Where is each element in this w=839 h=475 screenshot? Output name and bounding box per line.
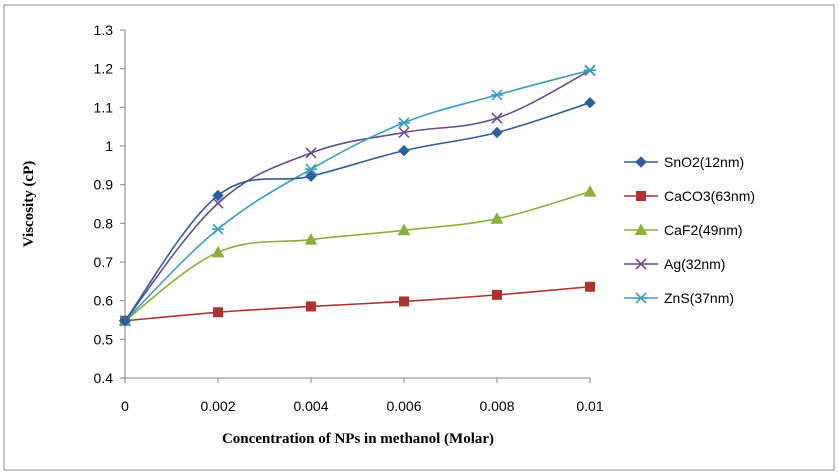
series-line <box>124 190 591 322</box>
series-ZnS(37nm) <box>119 64 596 327</box>
x-tick-label: 0.004 <box>293 398 328 414</box>
legend-x-marker <box>635 258 647 270</box>
star-marker <box>212 223 224 235</box>
legend-item: CaCO3(63nm) <box>624 188 755 204</box>
star-marker <box>305 163 317 175</box>
diamond-marker <box>119 315 131 327</box>
legend-item: ZnS(37nm) <box>624 290 734 306</box>
y-tick-label: 0.9 <box>94 177 114 193</box>
y-tick-label: 1.3 <box>94 22 114 38</box>
diamond-marker <box>491 126 503 139</box>
y-tick-label: 1.2 <box>94 61 114 77</box>
star-marker <box>491 89 503 101</box>
y-ticks: 0.4 0.5 0.6 0.7 0.8 0.9 1 1.1 1.2 1.3 <box>94 22 125 386</box>
y-tick-label: 0.6 <box>94 293 114 309</box>
series-layer <box>118 64 597 327</box>
x-tick-label: 0.008 <box>479 398 514 414</box>
x-ticks: 0 0.002 0.004 0.006 0.008 0.01 <box>121 378 604 414</box>
y-tick-label: 1.1 <box>94 99 114 115</box>
legend-label: CaCO3(63nm) <box>664 188 755 204</box>
x-tick-label: 0 <box>121 398 129 414</box>
triangle-marker <box>490 212 504 224</box>
y-tick-label: 0.7 <box>94 254 114 270</box>
triangle-marker <box>211 245 225 258</box>
series-line <box>124 69 591 322</box>
square-marker <box>306 301 316 312</box>
square-marker <box>399 296 409 307</box>
series-line <box>124 285 591 322</box>
x-tick-label: 0.006 <box>386 398 421 414</box>
legend-label: ZnS(37nm) <box>664 290 734 306</box>
diamond-marker <box>305 170 317 182</box>
y-tick-label: 1 <box>105 138 113 154</box>
x-marker <box>398 126 410 139</box>
y-tick-label: 0.4 <box>94 370 114 386</box>
y-tick-label: 0.5 <box>94 331 114 347</box>
x-marker <box>305 147 317 159</box>
legend-label: CaF2(49nm) <box>664 222 743 238</box>
legend-square-marker <box>636 191 646 201</box>
legend-item: CaF2(49nm) <box>624 222 743 238</box>
series-SnO2(12nm) <box>119 96 596 327</box>
x-tick-label: 0.002 <box>200 398 235 414</box>
legend-label: SnO2(12nm) <box>664 154 744 170</box>
legend: SnO2(12nm) CaCO3(63nm) CaF2(49nm) Ag(32nm) Z… <box>624 154 755 306</box>
square-marker <box>213 307 223 318</box>
y-axis-title: Viscosity (cP) <box>21 161 37 248</box>
legend-item: SnO2(12nm) <box>624 154 744 170</box>
legend-triangle-marker <box>634 223 648 235</box>
star-marker <box>398 117 410 129</box>
legend-star-marker <box>635 292 647 304</box>
x-marker <box>212 197 224 209</box>
diamond-marker <box>398 144 410 157</box>
legend-item: Ag(32nm) <box>624 256 725 272</box>
legend-diamond-marker <box>635 156 647 168</box>
series-line <box>124 69 591 322</box>
x-axis-title: Concentration of NPs in methanol (Molar) <box>222 431 494 447</box>
chart-border <box>3 4 835 471</box>
star-marker <box>584 64 596 76</box>
triangle-marker <box>397 223 411 236</box>
diamond-marker <box>212 189 224 202</box>
diamond-marker <box>584 96 596 109</box>
square-marker <box>585 281 595 292</box>
y-tick-label: 0.8 <box>94 215 114 231</box>
triangle-marker <box>583 185 597 197</box>
x-marker <box>491 112 503 124</box>
legend-label: Ag(32nm) <box>664 256 725 272</box>
triangle-marker <box>304 233 318 245</box>
square-marker <box>492 289 502 300</box>
x-tick-label: 0.01 <box>576 398 603 414</box>
